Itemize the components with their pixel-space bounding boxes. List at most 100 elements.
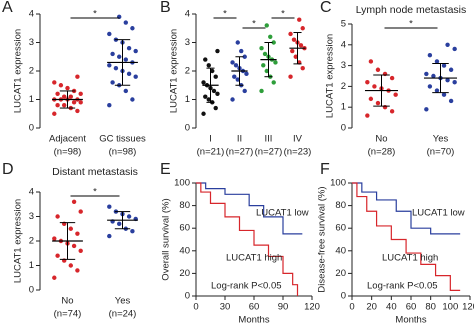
data-point [52, 111, 57, 116]
data-point [448, 98, 454, 104]
data-point [368, 59, 374, 64]
data-point [372, 84, 377, 89]
data-point [110, 51, 115, 57]
data-point [273, 60, 278, 65]
x-tick-label: No [61, 296, 73, 307]
y-tick-label: 4 [341, 39, 346, 50]
data-point [290, 48, 295, 54]
data-point [293, 54, 298, 59]
data-point [262, 51, 268, 57]
data-point [427, 84, 433, 89]
data-point [61, 94, 67, 99]
data-point [107, 31, 112, 37]
data-point [133, 74, 138, 79]
n-label: (n=24) [109, 309, 137, 320]
data-point [52, 275, 57, 280]
data-point [71, 100, 77, 105]
data-point [445, 77, 450, 83]
data-point [130, 97, 135, 102]
data-point [268, 34, 273, 39]
series-label: LUCAT1 low [412, 208, 465, 219]
x-tick-label: Adjacent [49, 134, 86, 145]
data-point [78, 100, 83, 105]
data-point [389, 75, 395, 81]
data-point [297, 17, 302, 22]
data-point [203, 94, 208, 99]
data-point [288, 31, 293, 37]
y-tick-label: 3 [341, 60, 346, 71]
data-point [448, 67, 454, 72]
y-axis-label: Overall survival (%) [161, 198, 172, 280]
survival-curve [352, 182, 461, 291]
data-point [75, 268, 80, 273]
data-point [375, 100, 381, 106]
series-label: LUCAT1 low [256, 208, 309, 219]
data-point [107, 103, 112, 108]
series-label: LUCAT1 high [226, 253, 282, 264]
n-label: (n=27) [226, 147, 254, 158]
x-tick-label: 30 [220, 302, 231, 313]
panel-label: A [2, 0, 13, 16]
y-tick-label: 1 [341, 102, 346, 113]
data-point [375, 67, 381, 72]
data-point [389, 109, 395, 114]
data-point [230, 60, 235, 65]
data-point [117, 54, 122, 59]
n-label: (n=74) [54, 309, 82, 320]
data-point [261, 63, 266, 68]
y-tick-label: 100 [174, 178, 190, 189]
data-point [78, 91, 83, 97]
y-tick-label: 40 [179, 245, 190, 256]
significance-label: * [93, 187, 97, 198]
y-tick-label: 0 [185, 291, 190, 302]
y-axis-label: Disease-free survival (%) [317, 186, 328, 292]
x-tick-label: 60 [406, 302, 417, 313]
data-point [239, 48, 244, 54]
x-tick-label: 20 [366, 302, 377, 313]
x-tick-label: IV [293, 134, 303, 145]
y-tick-label: 40 [335, 245, 346, 256]
data-point [271, 40, 276, 45]
data-point [300, 65, 305, 71]
data-point [52, 236, 57, 241]
x-axis-label: Months [238, 315, 269, 323]
x-tick-label: Yes [433, 134, 449, 145]
panel-label: B [160, 0, 171, 16]
data-point [259, 88, 264, 94]
data-point [431, 73, 436, 79]
data-point [65, 85, 70, 91]
data-point [123, 57, 128, 62]
data-point [71, 199, 77, 204]
y-tick-label: 0 [29, 285, 34, 296]
data-point [434, 88, 440, 93]
x-tick-label: 100 [442, 302, 458, 313]
x-tick-label: 0 [193, 302, 198, 313]
data-point [126, 46, 132, 51]
series-label: LUCAT1 high [382, 253, 438, 264]
data-point [242, 54, 247, 59]
data-point [427, 53, 433, 58]
data-point [288, 74, 293, 79]
data-point [107, 63, 112, 68]
data-point [242, 88, 247, 94]
panel-label: F [320, 161, 330, 178]
data-point [235, 40, 240, 45]
y-tick-label: 20 [179, 268, 190, 279]
data-point [215, 91, 220, 97]
y-tick-label: 20 [335, 268, 346, 279]
x-axis-label: Months [395, 315, 426, 323]
y-axis-label: LUCAT1 expression [325, 34, 336, 118]
data-point [110, 80, 115, 85]
data-point [452, 80, 457, 85]
data-point [201, 111, 206, 116]
data-point [55, 91, 60, 97]
data-point [75, 74, 80, 79]
y-axis-label: LUCAT1 expression [169, 29, 180, 113]
data-point [113, 65, 119, 71]
data-point [298, 43, 304, 48]
data-point [107, 233, 112, 239]
y-tick-label: 60 [179, 223, 190, 234]
data-point [434, 59, 440, 64]
y-tick-label: 0 [341, 123, 346, 134]
annotation: Log-rank P<0.05 [211, 281, 282, 292]
